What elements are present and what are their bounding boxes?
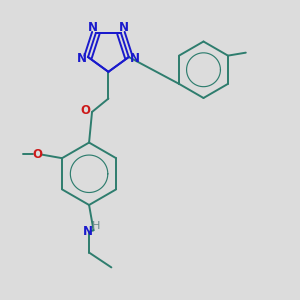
Text: N: N	[76, 52, 86, 65]
Text: N: N	[130, 52, 140, 65]
Text: H: H	[92, 221, 101, 231]
Text: O: O	[32, 148, 42, 161]
Text: N: N	[119, 21, 129, 34]
Text: N: N	[88, 21, 98, 34]
Text: O: O	[80, 104, 91, 117]
Text: N: N	[82, 225, 93, 238]
